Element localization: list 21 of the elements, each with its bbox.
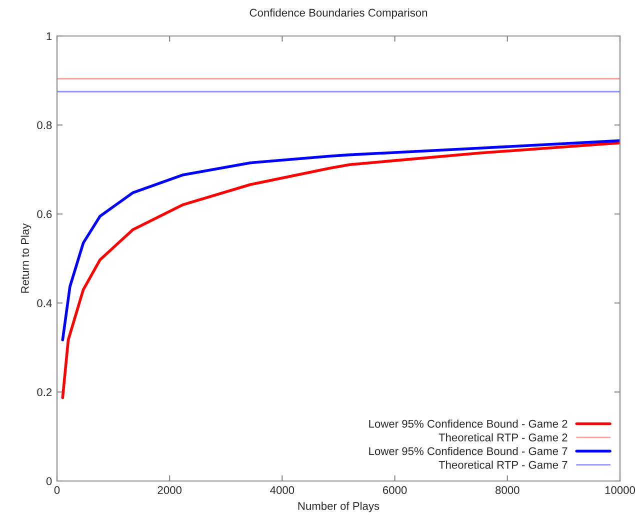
y-tick-label: 0 bbox=[46, 477, 52, 486]
legend-label: Lower 95% Confidence Bound - Game 2 bbox=[369, 420, 568, 428]
legend-label: Theoretical RTP - Game 2 bbox=[438, 433, 568, 442]
y-tick-label: 0.4 bbox=[37, 299, 52, 308]
x-tick-label: 10000 bbox=[605, 486, 635, 494]
chart-title: Confidence Boundaries Comparison bbox=[250, 8, 428, 19]
y-tick-label: 1 bbox=[46, 32, 52, 40]
line-series bbox=[61, 139, 620, 342]
x-axis-title: Number of Plays bbox=[298, 502, 380, 512]
line-series bbox=[61, 141, 620, 400]
x-tick-label: 2000 bbox=[158, 486, 182, 494]
y-axis-title: Return to Play bbox=[20, 223, 32, 293]
x-tick-label: 4000 bbox=[270, 486, 294, 494]
y-tick-label: 0.2 bbox=[37, 388, 52, 396]
x-tick-label: 6000 bbox=[383, 486, 407, 494]
legend-label: Lower 95% Confidence Bound - Game 7 bbox=[369, 446, 568, 456]
y-tick-label: 0.6 bbox=[37, 210, 52, 218]
legend-label: Theoretical RTP - Game 7 bbox=[438, 460, 568, 469]
x-tick-label: 8000 bbox=[496, 486, 520, 494]
y-tick-label: 0.8 bbox=[37, 121, 52, 130]
x-tick-label: 0 bbox=[54, 486, 60, 494]
